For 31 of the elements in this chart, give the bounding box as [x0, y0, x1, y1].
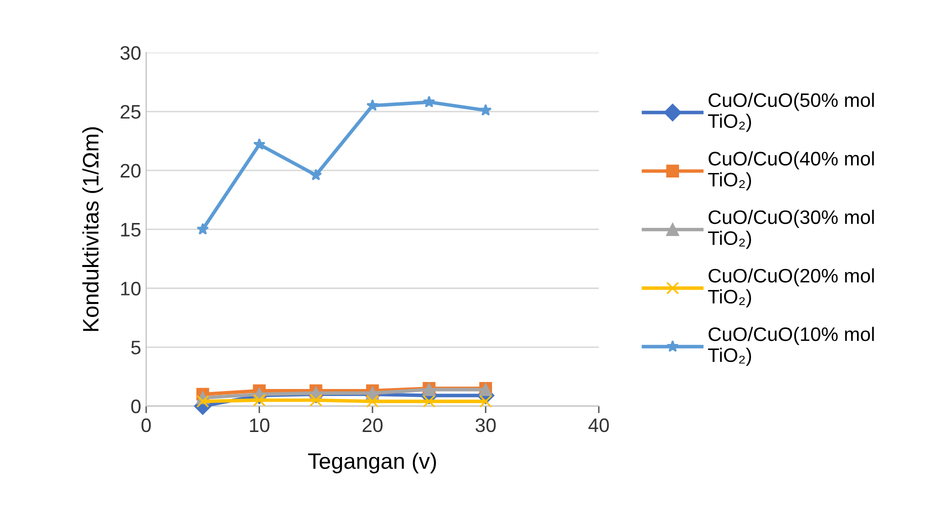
- point: [479, 394, 492, 408]
- x-axis-title: Tegangan (v): [308, 452, 436, 474]
- legend-label: CuO/CuO(20% mol TiO₂): [708, 268, 874, 308]
- point: [366, 394, 379, 408]
- y-tick-label: 10: [121, 282, 141, 296]
- y-tick-label: 15: [121, 223, 140, 237]
- point: [422, 96, 436, 108]
- y-axis-title: Konduktivitas (1/Ωm): [82, 127, 103, 331]
- x-tick-label: 20: [362, 418, 383, 432]
- y-tick-label: 0: [131, 400, 141, 414]
- point: [310, 394, 322, 407]
- y-tick-label: 30: [120, 46, 141, 60]
- x-tick-label: 0: [142, 418, 151, 432]
- point: [480, 104, 492, 116]
- point: [366, 99, 379, 111]
- legend-label: CuO/CuO(50% mol TiO₂): [708, 92, 874, 132]
- legend-label: CuO/CuO(10% mol TiO₂): [708, 326, 874, 366]
- point: [310, 168, 322, 180]
- point: [196, 394, 210, 408]
- x-tick-label: 40: [588, 418, 609, 432]
- legend-label: CuO/CuO(30% mol TiO₂): [708, 210, 874, 249]
- y-tick-label: 25: [120, 104, 140, 119]
- y-tick-label: 20: [120, 164, 141, 178]
- point: [422, 394, 436, 408]
- point: [253, 138, 266, 150]
- point: [252, 394, 266, 407]
- y-tick-label: 5: [131, 340, 140, 354]
- x-tick-label: 30: [476, 418, 496, 432]
- x-tick-label: 10: [250, 418, 270, 432]
- legend-label: CuO/CuO(40% mol TiO₂): [708, 151, 874, 190]
- point: [196, 222, 209, 235]
